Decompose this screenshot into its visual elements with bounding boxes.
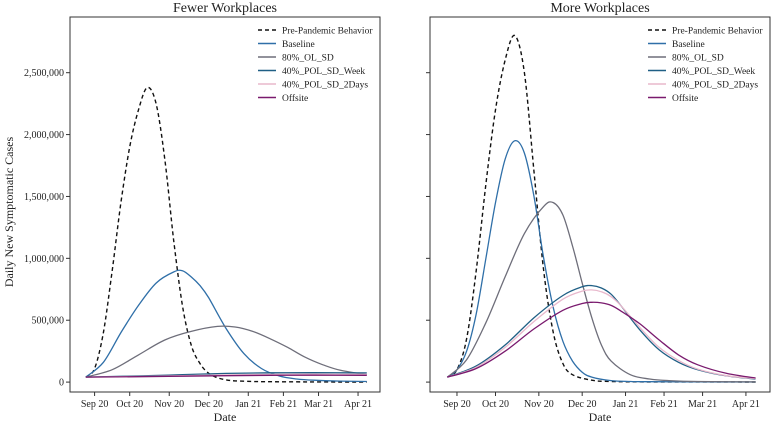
y-tick-label: 500,000 xyxy=(32,316,65,327)
legend-label-baseline: Baseline xyxy=(672,40,705,50)
series-line-baseline xyxy=(85,269,367,383)
x-axis-label: Date xyxy=(589,410,612,424)
series-line-40pct-pol-sd-week xyxy=(447,284,756,380)
x-tick-label: Mar 21 xyxy=(304,399,333,410)
legend-label-pre-pandemic-behavior: Pre-Pandemic Behavior xyxy=(672,27,763,37)
y-tick-label: 2,000,000 xyxy=(24,130,64,141)
y-axis-label: Daily New Symptomatic Cases xyxy=(2,137,16,288)
series-line-pre-pandemic-behavior xyxy=(85,86,367,383)
y-tick-label: 1,000,000 xyxy=(24,254,64,265)
panel-more-workplaces: More Workplaces Sep 20 Oct 20 Nov 20 Dec 20 J… xyxy=(426,1,771,424)
legend-label-40pct-pol-sd-week: 40%_POL_SD_Week xyxy=(672,67,755,77)
x-tick-label: Oct 20 xyxy=(482,399,509,410)
y-tick-label: 0 xyxy=(59,378,64,389)
x-tick-label: Sep 20 xyxy=(443,399,471,410)
x-tick-label: Feb 21 xyxy=(650,399,678,410)
legend-label-40pct-pol-sd-week: 40%_POL_SD_Week xyxy=(282,67,365,77)
x-axis-label: Date xyxy=(214,410,237,424)
x-tick-label: Apr 21 xyxy=(732,399,760,410)
panel-title: More Workplaces xyxy=(550,1,649,16)
plot-frame xyxy=(429,16,771,393)
series-line-80pct-ol-sd xyxy=(85,325,367,378)
legend-label-80pct-ol-sd: 80%_OL_SD xyxy=(282,54,334,64)
x-tick-label: Dec 20 xyxy=(194,399,223,410)
x-tick-label: Feb 21 xyxy=(270,399,298,410)
legend-label-80pct-ol-sd: 80%_OL_SD xyxy=(672,54,724,64)
series-line-80pct-ol-sd xyxy=(446,201,756,383)
x-tick-label: Nov 20 xyxy=(524,399,554,410)
x-tick-label: Oct 20 xyxy=(116,399,143,410)
legend-label-offsite: Offsite xyxy=(672,93,698,104)
legend-label-40pct-pol-sd-2days: 40%_POL_SD_2Days xyxy=(672,81,758,91)
series-line-baseline xyxy=(446,139,756,383)
series-line-offsite xyxy=(447,301,756,379)
x-tick-label: Nov 20 xyxy=(154,399,184,410)
x-tick-label: Mar 21 xyxy=(688,399,717,410)
series-line-offsite xyxy=(85,374,367,378)
y-tick-label: 1,500,000 xyxy=(24,192,64,203)
legend-label-pre-pandemic-behavior: Pre-Pandemic Behavior xyxy=(282,27,373,37)
plot-frame xyxy=(69,16,381,393)
series-line-40pct-pol-sd-2days xyxy=(447,289,756,380)
panel-fewer-workplaces: Fewer Workplaces 0 500,000 1,000,000 1,500,0… xyxy=(24,1,381,424)
legend-label-baseline: Baseline xyxy=(282,40,315,50)
series-line-pre-pandemic-behavior xyxy=(446,34,756,383)
x-tick-label: Apr 21 xyxy=(344,399,372,410)
legend-label-40pct-pol-sd-2days: 40%_POL_SD_2Days xyxy=(282,81,368,91)
x-tick-label: Sep 20 xyxy=(81,399,109,410)
panel-title: Fewer Workplaces xyxy=(173,1,277,16)
x-tick-label: Dec 20 xyxy=(568,399,597,410)
x-tick-label: Jan 21 xyxy=(235,399,261,410)
y-tick-label: 2,500,000 xyxy=(24,68,64,79)
legend-label-offsite: Offsite xyxy=(282,93,308,104)
x-tick-label: Jan 21 xyxy=(613,399,639,410)
